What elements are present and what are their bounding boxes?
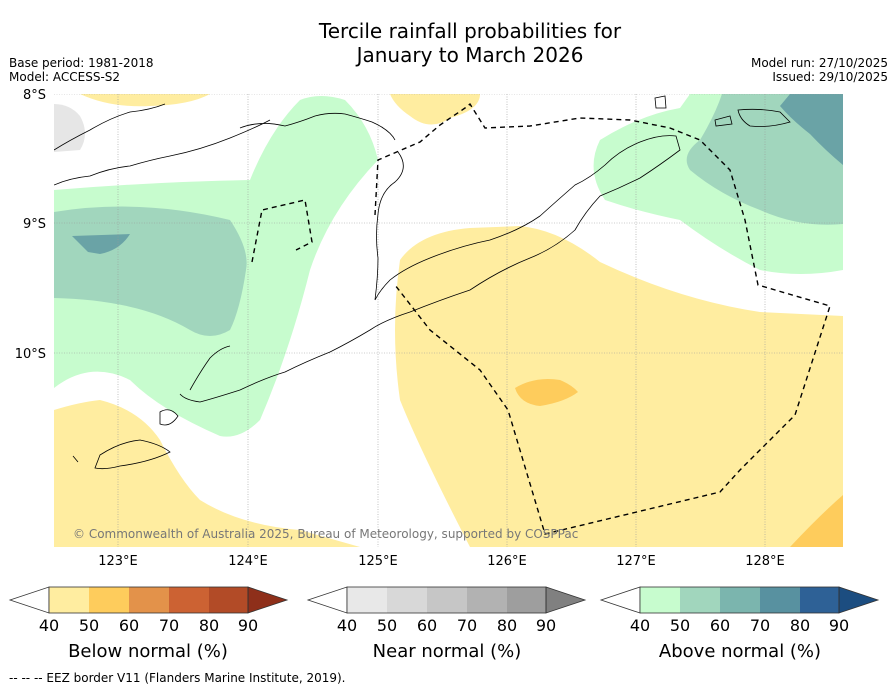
- cb-above-tick-70: 70: [750, 616, 770, 635]
- eez-footnote: -- -- -- EEZ border V11 (Flanders Marine…: [9, 671, 346, 685]
- cb-near-tick-80: 80: [497, 616, 517, 635]
- colorbar-above-min-arrow: [599, 586, 641, 614]
- coastline-timor: [179, 135, 681, 403]
- colorbar-below-label: Below normal (%): [68, 641, 228, 662]
- lon-label-127: 127°E: [616, 554, 656, 569]
- colorbar-below-bin-80: [169, 587, 209, 613]
- cb-near-tick-60: 60: [417, 616, 437, 635]
- colorbar-labels: Below normal (%) Near normal (%) Above n…: [68, 641, 821, 662]
- map-title: Tercile rainfall probabilities for Janua…: [0, 19, 896, 67]
- colorbar-near-label: Near normal (%): [373, 641, 522, 662]
- near-normal-50-region: [54, 104, 85, 152]
- colorbar-above-max-arrow: [838, 586, 880, 614]
- eez-border: [251, 102, 831, 535]
- cb-near-tick-40: 40: [337, 616, 357, 635]
- colorbar-below-bin-90: [209, 587, 248, 613]
- cb-below-tick-70: 70: [159, 616, 179, 635]
- axis-labels: 8°S 9°S 10°S 123°E 124°E 125°E 126°E 127…: [15, 88, 785, 569]
- colorbar-above-bin-80: [760, 587, 800, 613]
- lon-label-125: 125°E: [358, 554, 398, 569]
- below-normal-60-region-2: [790, 495, 843, 547]
- colorbar-near-normal: [306, 586, 587, 614]
- lat-label-9: 9°S: [23, 217, 46, 232]
- colorbar-below-normal: [8, 586, 289, 614]
- lat-label-8: 8°S: [23, 88, 46, 103]
- cb-above-tick-80: 80: [790, 616, 810, 635]
- coastline-rote-savu: [72, 345, 231, 470]
- colorbar-near-bin-70: [427, 587, 467, 613]
- copyright-notice: © Commonwealth of Australia 2025, Bureau…: [73, 527, 579, 541]
- colorbar-above-normal: [599, 586, 880, 614]
- below-normal-50-region-north-2: [390, 94, 480, 125]
- cb-below-tick-80: 80: [199, 616, 219, 635]
- cb-below-tick-60: 60: [119, 616, 139, 635]
- coastline-wetar-islands: [654, 95, 791, 127]
- cb-above-tick-90: 90: [829, 616, 849, 635]
- colorbar-below-max-arrow: [247, 586, 289, 614]
- cb-above-tick-40: 40: [630, 616, 650, 635]
- colorbar-below-bin-70: [129, 587, 169, 613]
- colorbar-near-bin-80: [467, 587, 507, 613]
- colorbar-near-bin-60: [387, 587, 427, 613]
- colorbar-near-bin-90: [507, 587, 546, 613]
- lat-label-10: 10°S: [15, 347, 46, 362]
- base-period: Base period: 1981-2018: [9, 56, 154, 70]
- colorbar-near-max-arrow: [545, 586, 587, 614]
- meta-left: Base period: 1981-2018 Model: ACCESS-S2: [9, 56, 154, 84]
- colorbar-above-bin-50: [640, 587, 680, 613]
- cb-near-tick-50: 50: [377, 616, 397, 635]
- map-fills: [54, 94, 843, 547]
- below-normal-50-region-north-1: [80, 94, 210, 107]
- cb-near-tick-70: 70: [457, 616, 477, 635]
- map-title-line2: January to March 2026: [356, 43, 584, 67]
- lon-label-128: 128°E: [745, 554, 785, 569]
- issued-date: Issued: 29/10/2025: [772, 70, 888, 84]
- lon-label-123: 123°E: [98, 554, 138, 569]
- below-normal-60-region-1: [515, 379, 578, 406]
- colorbar-above-label: Above normal (%): [659, 641, 821, 662]
- colorbar-below-bin-50: [49, 587, 89, 613]
- colorbar-below-bin-60: [89, 587, 129, 613]
- cb-below-tick-90: 90: [238, 616, 258, 635]
- map-title-line1: Tercile rainfall probabilities for: [318, 19, 622, 43]
- graticule: [54, 94, 843, 547]
- model-run: Model run: 27/10/2025: [750, 56, 888, 70]
- colorbar-below-min-arrow: [8, 586, 50, 614]
- above-normal-70-region-west: [72, 234, 130, 254]
- cb-below-tick-50: 50: [79, 616, 99, 635]
- colorbar-above-bin-70: [720, 587, 760, 613]
- cb-above-tick-50: 50: [670, 616, 690, 635]
- colorbar-near-bin-50: [347, 587, 387, 613]
- lon-label-124: 124°E: [228, 554, 268, 569]
- coastlines: [54, 95, 791, 470]
- colorbar-above-bin-60: [680, 587, 720, 613]
- lon-label-126: 126°E: [487, 554, 527, 569]
- below-normal-50-region-southwest: [54, 400, 360, 547]
- colorbar-above-bin-90: [800, 587, 839, 613]
- above-normal-70-region-northeast: [780, 94, 843, 165]
- meta-right: Model run: 27/10/2025 Issued: 29/10/2025: [751, 56, 888, 84]
- colorbar-ticks: 40 50 60 70 80 90 40 50 60 70 80 90 40 5…: [39, 616, 849, 635]
- model-name: Model: ACCESS-S2: [9, 70, 121, 84]
- colorbar-near-min-arrow: [306, 586, 348, 614]
- coastline-flores-alor: [54, 103, 396, 186]
- cb-above-tick-60: 60: [710, 616, 730, 635]
- cb-near-tick-90: 90: [536, 616, 556, 635]
- cb-below-tick-40: 40: [39, 616, 59, 635]
